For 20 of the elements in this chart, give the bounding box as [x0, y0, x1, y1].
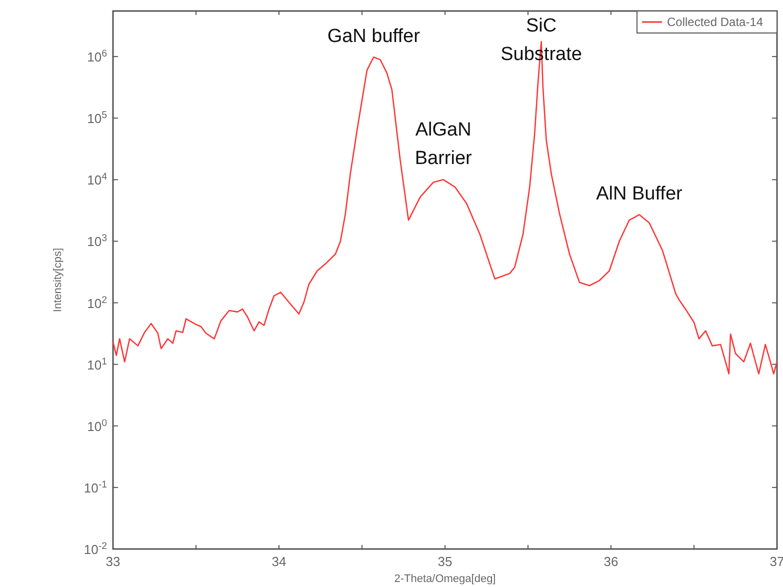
x-tick-label: 34 — [272, 554, 286, 569]
annotation: GaN buffer — [327, 26, 421, 47]
line-series — [112, 40, 778, 375]
y-tick-label: 10$^{5}$ — [87, 110, 108, 126]
y-tick-label: 10$^{-2}$ — [84, 540, 107, 557]
x-tick-label: 36 — [604, 554, 618, 569]
annotation: AlN Buffer — [596, 183, 684, 204]
y-tick-label: 10$^{-1}$ — [84, 478, 107, 496]
y-axis-title: Intensity[cps] — [52, 248, 64, 312]
y-tick-label: 10$^{0}$ — [87, 417, 108, 434]
y-tick-label: 10$^{6}$ — [87, 48, 107, 65]
x-tick-label: 33 — [106, 554, 120, 569]
y-tick-label: 10$^{2}$ — [87, 294, 107, 311]
annotation: AlGaN Barrier — [414, 119, 473, 169]
x-tick-label: 35 — [438, 554, 452, 569]
y-tick-label: 10$^{4}$ — [87, 171, 108, 188]
x-axis-title: 2-Theta/Omega[deg] — [394, 573, 496, 585]
legend-label: Collected Data-14 — [667, 15, 764, 29]
y-tick-label: 10$^{1}$ — [87, 356, 107, 372]
y-tick-label: 10$^{3}$ — [87, 232, 107, 250]
